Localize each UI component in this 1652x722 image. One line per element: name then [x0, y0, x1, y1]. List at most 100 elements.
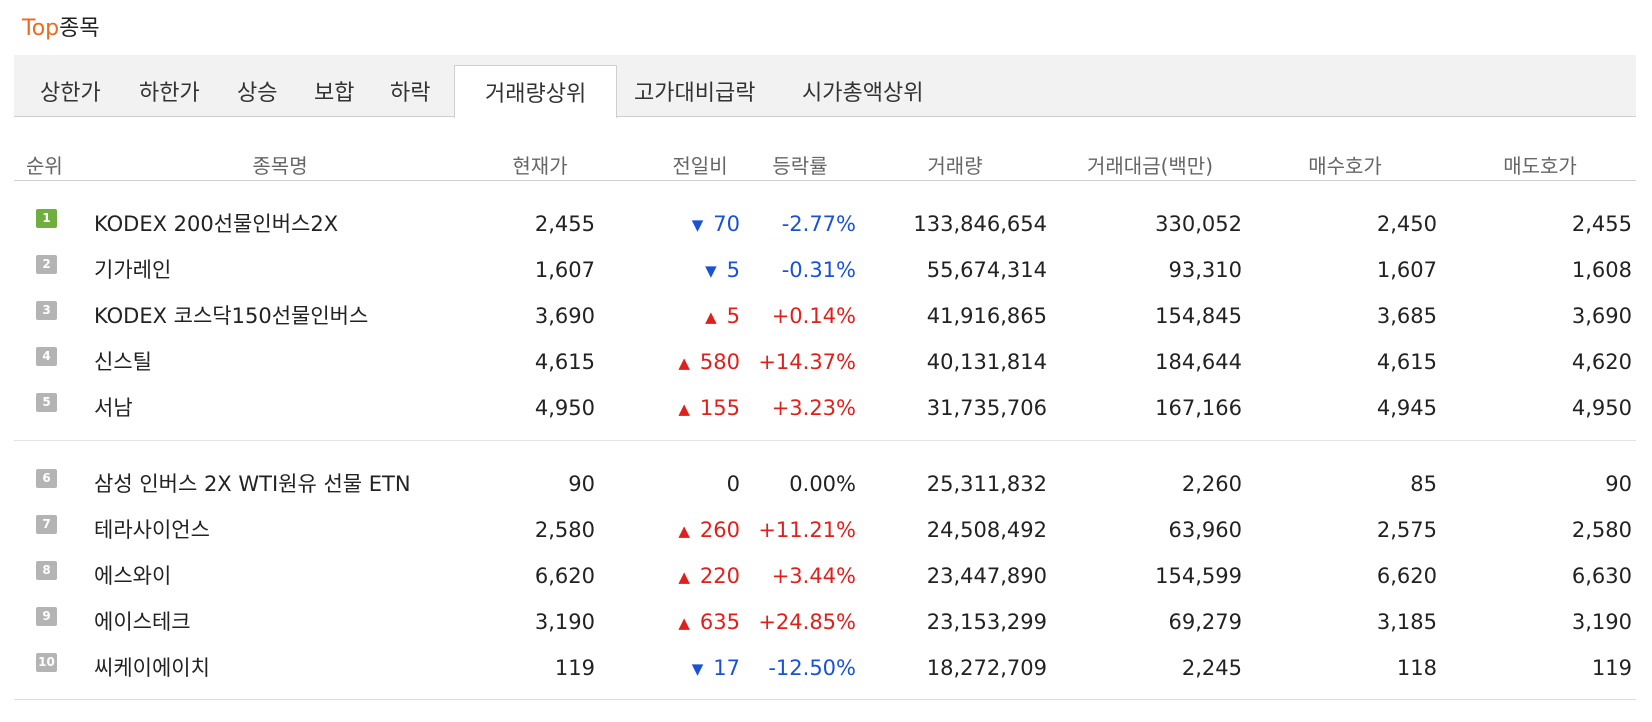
ask-price: 1,608: [1571, 258, 1632, 282]
volume: 24,508,492: [926, 518, 1047, 542]
trade-amount: 330,052: [1155, 212, 1242, 236]
current-price: 6,620: [534, 564, 595, 588]
change-amount: 635: [699, 610, 740, 634]
change-amount: 155: [699, 396, 740, 420]
stock-name-link[interactable]: 신스틸: [94, 350, 152, 374]
group-divider: [14, 440, 1636, 441]
change-rate: -12.50%: [768, 656, 856, 680]
ask-price: 2,455: [1571, 212, 1632, 236]
change-amount: 580: [699, 350, 740, 374]
change-value: ▼ 5: [705, 257, 740, 285]
stock-name-link[interactable]: 삼성 인버스 2X WTI원유 선물 ETN: [94, 472, 411, 496]
bid-price: 3,685: [1376, 304, 1437, 328]
bid-price: 4,945: [1376, 396, 1437, 420]
tab-lower-limit[interactable]: 하한가: [139, 81, 200, 106]
stock-name-link[interactable]: 테라사이언스: [94, 518, 210, 542]
volume: 55,674,314: [926, 258, 1047, 282]
section-title-accent: Top: [22, 16, 60, 41]
change-rate: +24.85%: [758, 610, 856, 634]
current-price: 3,690: [534, 304, 595, 328]
volume: 23,153,299: [926, 610, 1047, 634]
stock-name-link[interactable]: 에이스테크: [94, 610, 191, 634]
change-rate: -0.31%: [781, 258, 856, 282]
up-triangle-icon: ▲: [705, 308, 717, 326]
tab-market-cap-top[interactable]: 시가총액상위: [802, 81, 924, 106]
bid-price: 118: [1396, 656, 1437, 680]
change-rate: +0.14%: [771, 304, 856, 328]
stock-name-link[interactable]: 에스와이: [94, 564, 172, 588]
table-row: 4 신스틸 4,615 ▲ 580 +14.37% 40,131,814 184,644 4,6…: [0, 337, 1652, 383]
change-amount: 220: [699, 564, 740, 588]
change-rate: +3.23%: [771, 396, 856, 420]
up-triangle-icon: ▲: [678, 614, 690, 632]
header-name: 종목명: [252, 154, 308, 178]
trade-amount: 2,245: [1181, 656, 1242, 680]
change-value: ▲ 155: [678, 395, 740, 423]
header-bid: 매수호가: [1308, 154, 1382, 178]
tab-volume-top[interactable]: 거래량상위: [454, 65, 618, 118]
rank-badge: 4: [36, 347, 57, 366]
header-rate: 등락률: [772, 154, 828, 178]
tab-upper-limit[interactable]: 상한가: [40, 81, 101, 106]
change-amount: 5: [726, 258, 740, 282]
bid-price: 1,607: [1376, 258, 1437, 282]
change-rate: +11.21%: [758, 518, 856, 542]
header-amount: 거래대금(백만): [1086, 154, 1214, 178]
current-price: 1,607: [534, 258, 595, 282]
ask-price: 90: [1605, 472, 1632, 496]
ask-price: 6,630: [1571, 564, 1632, 588]
header-rank: 순위: [26, 154, 63, 178]
rank-badge: 8: [36, 561, 57, 580]
trade-amount: 154,599: [1155, 564, 1242, 588]
header-price: 현재가: [512, 154, 568, 178]
rank-badge: 10: [36, 653, 57, 672]
volume: 25,311,832: [926, 472, 1047, 496]
ask-price: 3,190: [1571, 610, 1632, 634]
trade-amount: 184,644: [1155, 350, 1242, 374]
rank-badge: 7: [36, 515, 57, 534]
stock-name-link[interactable]: KODEX 코스닥150선물인버스: [94, 304, 369, 328]
ask-price: 2,580: [1571, 518, 1632, 542]
change-value: 0: [727, 471, 740, 497]
rank-badge: 3: [36, 301, 57, 320]
table-row: 10 씨케이에이치 119 ▼ 17 -12.50% 18,272,709 2,245 118 1…: [0, 643, 1652, 689]
rank-badge: 5: [36, 393, 57, 412]
current-price: 2,455: [534, 212, 595, 236]
table-row: 6 삼성 인버스 2X WTI원유 선물 ETN 90 0 0.00% 25,311,83…: [0, 459, 1652, 505]
volume: 23,447,890: [926, 564, 1047, 588]
bid-price: 4,615: [1376, 350, 1437, 374]
tab-sharp-drop[interactable]: 고가대비급락: [634, 81, 756, 106]
rank-badge: 1: [36, 209, 57, 228]
change-amount: 17: [713, 656, 740, 680]
tab-unchanged[interactable]: 보합: [314, 81, 355, 106]
table-bottom-divider: [14, 699, 1636, 700]
table-row: 5 서남 4,950 ▲ 155 +3.23% 31,735,706 167,166 4,945…: [0, 383, 1652, 429]
stock-name-link[interactable]: 씨케이에이치: [94, 656, 210, 680]
ask-price: 3,690: [1571, 304, 1632, 328]
change-amount: 70: [713, 212, 740, 236]
change-rate: -2.77%: [781, 212, 856, 236]
tab-falling[interactable]: 하락: [390, 81, 431, 106]
trade-amount: 167,166: [1155, 396, 1242, 420]
table-row: 2 기가레인 1,607 ▼ 5 -0.31% 55,674,314 93,310 1,607 1…: [0, 245, 1652, 291]
bid-price: 3,185: [1376, 610, 1437, 634]
volume: 18,272,709: [926, 656, 1047, 680]
header-change: 전일비: [672, 154, 728, 178]
down-triangle-icon: ▼: [691, 216, 704, 234]
tab-rising[interactable]: 상승: [237, 81, 278, 106]
change-rate: +3.44%: [771, 564, 856, 588]
stock-name-link[interactable]: 서남: [94, 396, 133, 420]
stock-name-link[interactable]: KODEX 200선물인버스2X: [94, 212, 339, 236]
volume: 31,735,706: [926, 396, 1047, 420]
current-price: 4,615: [534, 350, 595, 374]
current-price: 90: [568, 472, 595, 496]
volume: 40,131,814: [926, 350, 1047, 374]
rank-badge: 2: [36, 255, 57, 274]
header-divider: [14, 180, 1636, 181]
stock-name-link[interactable]: 기가레인: [94, 258, 172, 282]
ask-price: 119: [1591, 656, 1632, 680]
header-volume: 거래량: [927, 154, 983, 178]
current-price: 2,580: [534, 518, 595, 542]
current-price: 119: [554, 656, 595, 680]
up-triangle-icon: ▲: [678, 354, 690, 372]
